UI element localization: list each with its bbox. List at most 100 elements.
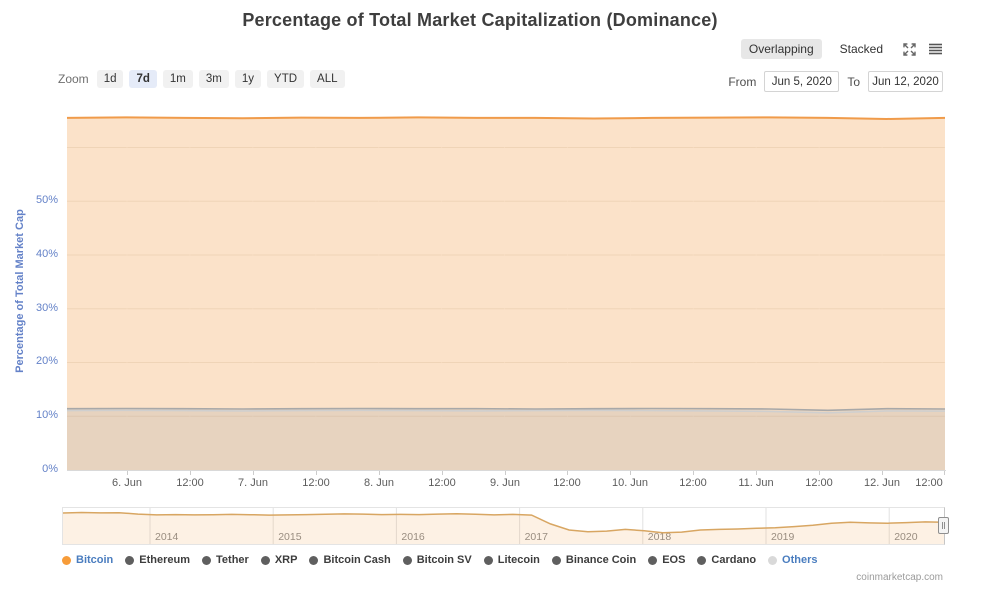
legend-dot-icon — [768, 555, 778, 565]
legend-item-ethereum[interactable]: Ethereum — [125, 554, 190, 566]
legend-dot-icon — [483, 555, 493, 565]
to-label: To — [847, 74, 860, 89]
zoom-button-1m[interactable]: 1m — [162, 70, 193, 88]
legend-label: Binance Coin — [565, 554, 637, 566]
y-tick-label: 0% — [42, 463, 58, 475]
to-date-input[interactable] — [868, 71, 943, 92]
x-tick-label: 12:00 — [428, 477, 456, 489]
svg-text:2016: 2016 — [401, 531, 425, 543]
legend-item-eos[interactable]: EOS — [648, 554, 685, 566]
x-tick-label: 12:00 — [915, 477, 943, 489]
legend-dot-icon — [697, 555, 707, 565]
zoom-controls: Zoom 1d 7d 1m 3m 1y YTD ALL — [58, 70, 345, 88]
legend-dot-icon — [62, 555, 71, 565]
x-tick-mark — [693, 471, 694, 475]
main-chart-plot-area[interactable] — [66, 112, 946, 471]
x-tick-label: 12:00 — [679, 477, 707, 489]
x-tick-label: 6. Jun — [112, 477, 142, 489]
legend-label: Bitcoin — [76, 554, 114, 566]
legend-dot-icon — [260, 555, 270, 565]
legend-label: Ethereum — [139, 554, 191, 566]
x-tick-label: 12:00 — [805, 477, 833, 489]
date-range-controls: From To — [728, 71, 943, 92]
svg-text:2015: 2015 — [278, 531, 302, 543]
x-tick-mark — [316, 471, 317, 475]
zoom-label: Zoom — [58, 72, 89, 86]
x-tick-mark — [190, 471, 191, 475]
y-tick-label: 30% — [35, 302, 58, 314]
zoom-button-3m[interactable]: 3m — [198, 70, 229, 88]
navigator-right-handle-icon[interactable] — [938, 517, 949, 534]
legend-dot-icon — [202, 555, 212, 565]
x-tick-mark — [442, 471, 443, 475]
legend-dot-icon — [551, 555, 561, 565]
fullscreen-icon[interactable] — [901, 41, 917, 57]
legend-dot-icon — [309, 555, 319, 565]
zoom-button-all[interactable]: ALL — [310, 70, 345, 88]
legend-item-others[interactable]: Others — [768, 554, 818, 566]
legend-label: Cardano — [711, 554, 757, 566]
zoom-button-7d[interactable]: 7d — [129, 70, 157, 88]
legend-dot-icon — [402, 555, 412, 565]
x-tick-label: 11. Jun — [738, 477, 774, 489]
x-tick-label: 12. Jun — [863, 477, 901, 489]
legend-item-cardano[interactable]: Cardano — [697, 554, 756, 566]
x-tick-mark — [127, 471, 128, 475]
y-tick-label: 40% — [35, 248, 58, 260]
legend-item-xrp[interactable]: XRP — [260, 554, 298, 566]
x-tick-mark — [253, 471, 254, 475]
page-title: Percentage of Total Market Capitalizatio… — [242, 10, 718, 30]
chart-legend: Bitcoin Ethereum Tether XRP Bitcoin Cash Bitc… — [62, 554, 818, 566]
watermark-credit: coinmarketcap.com — [856, 572, 943, 583]
zoom-button-ytd[interactable]: YTD — [267, 70, 305, 88]
x-tick-label: 12:00 — [176, 477, 204, 489]
from-date-input[interactable] — [764, 71, 840, 92]
x-tick-mark — [630, 471, 631, 475]
legend-item-litecoin[interactable]: Litecoin — [483, 554, 540, 566]
x-tick-label: 9. Jun — [490, 477, 520, 489]
x-tick-label: 12:00 — [553, 477, 581, 489]
legend-dot-icon — [125, 555, 135, 565]
x-tick-mark — [567, 471, 568, 475]
overlapping-button[interactable]: Overlapping — [740, 39, 822, 59]
y-tick-label: 50% — [35, 194, 58, 206]
y-tick-label: 20% — [35, 355, 58, 367]
svg-text:2014: 2014 — [155, 531, 179, 543]
x-tick-mark — [756, 471, 757, 475]
chart-mode-toolbar: Overlapping Stacked — [740, 39, 943, 59]
x-tick-mark — [505, 471, 506, 475]
legend-dot-icon — [648, 555, 658, 565]
x-tick-mark — [379, 471, 380, 475]
legend-label: Bitcoin SV — [416, 554, 472, 566]
legend-item-bitcoin-sv[interactable]: Bitcoin SV — [402, 554, 472, 566]
zoom-button-1d[interactable]: 1d — [96, 70, 124, 88]
x-tick-label: 7. Jun — [238, 477, 268, 489]
x-tick-label: 8. Jun — [364, 477, 394, 489]
svg-text:2020: 2020 — [894, 531, 918, 543]
x-tick-label: 10. Jun — [611, 477, 649, 489]
legend-item-binance-coin[interactable]: Binance Coin — [551, 554, 637, 566]
x-tick-mark — [819, 471, 820, 475]
x-axis-line — [67, 470, 946, 471]
legend-label: Bitcoin Cash — [323, 554, 391, 566]
legend-label: Litecoin — [497, 554, 540, 566]
legend-label: Tether — [216, 554, 249, 566]
x-tick-label: 12:00 — [302, 477, 330, 489]
y-tick-label: 10% — [35, 409, 58, 421]
legend-item-tether[interactable]: Tether — [202, 554, 249, 566]
svg-text:2017: 2017 — [525, 531, 549, 543]
legend-label: XRP — [274, 554, 298, 566]
legend-label: Others — [782, 554, 818, 566]
x-tick-mark — [882, 471, 883, 475]
chart-navigator[interactable]: 2014 2015 2016 2017 2018 2019 2020 — [62, 507, 945, 545]
legend-item-bitcoin[interactable]: Bitcoin — [62, 554, 113, 566]
stacked-button[interactable]: Stacked — [839, 42, 883, 56]
legend-label: EOS — [662, 554, 686, 566]
svg-text:2019: 2019 — [771, 531, 795, 543]
x-tick-mark — [944, 471, 945, 475]
legend-item-bitcoin-cash[interactable]: Bitcoin Cash — [309, 554, 391, 566]
zoom-button-1y[interactable]: 1y — [234, 70, 262, 88]
context-menu-icon[interactable] — [927, 41, 943, 57]
from-label: From — [728, 74, 757, 89]
